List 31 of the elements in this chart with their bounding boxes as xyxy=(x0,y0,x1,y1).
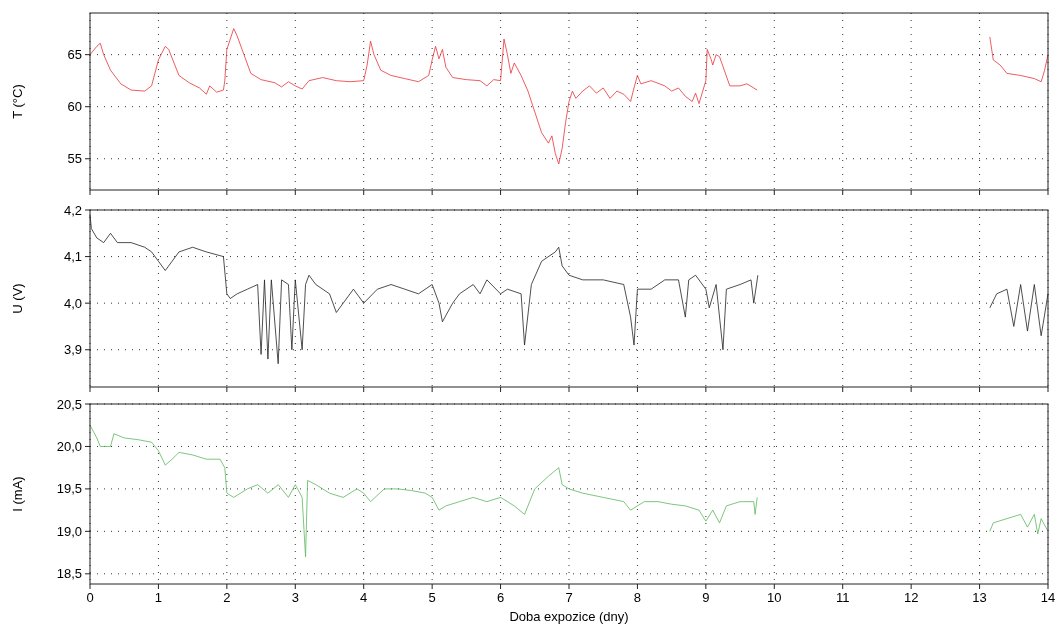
y-tick-label: 4,1 xyxy=(63,249,82,265)
y-axis-title: U (V) xyxy=(10,283,25,314)
x-tick-label: 7 xyxy=(565,590,573,605)
x-tick-label: 5 xyxy=(428,590,436,605)
x-tick-label: 14 xyxy=(1040,590,1056,605)
x-tick-label: 6 xyxy=(496,590,505,605)
x-tick-label: 0 xyxy=(86,590,94,605)
x-tick-label: 1 xyxy=(154,590,163,605)
y-axis-title: T (°C) xyxy=(10,84,25,119)
x-tick-label: 3 xyxy=(291,590,299,605)
y-axis-title: I (mA) xyxy=(10,476,25,512)
x-tick-label: 8 xyxy=(633,590,642,605)
y-tick-label: 65 xyxy=(67,47,82,63)
y-tick-label: 19,0 xyxy=(56,523,82,539)
x-tick-label: 10 xyxy=(767,590,782,605)
y-tick-label: 3,9 xyxy=(63,342,82,358)
y-tick-label: 55 xyxy=(67,151,82,167)
y-tick-label: 18,5 xyxy=(56,566,82,582)
x-axis-title: Doba expozice (dny) xyxy=(509,609,629,624)
y-tick-label: 20,5 xyxy=(56,396,82,412)
y-tick-label: 20,0 xyxy=(56,438,82,454)
x-tick-label: 12 xyxy=(903,590,919,605)
x-tick-label: 11 xyxy=(835,590,850,605)
y-tick-label: 19,5 xyxy=(56,481,82,497)
y-tick-label: 60 xyxy=(67,99,82,115)
y-tick-label: 4,2 xyxy=(63,202,82,218)
x-tick-label: 4 xyxy=(360,590,368,605)
x-tick-label: 2 xyxy=(223,590,231,605)
y-tick-label: 4,0 xyxy=(63,295,82,311)
x-tick-label: 9 xyxy=(702,590,710,605)
x-tick-label: 13 xyxy=(972,590,987,605)
